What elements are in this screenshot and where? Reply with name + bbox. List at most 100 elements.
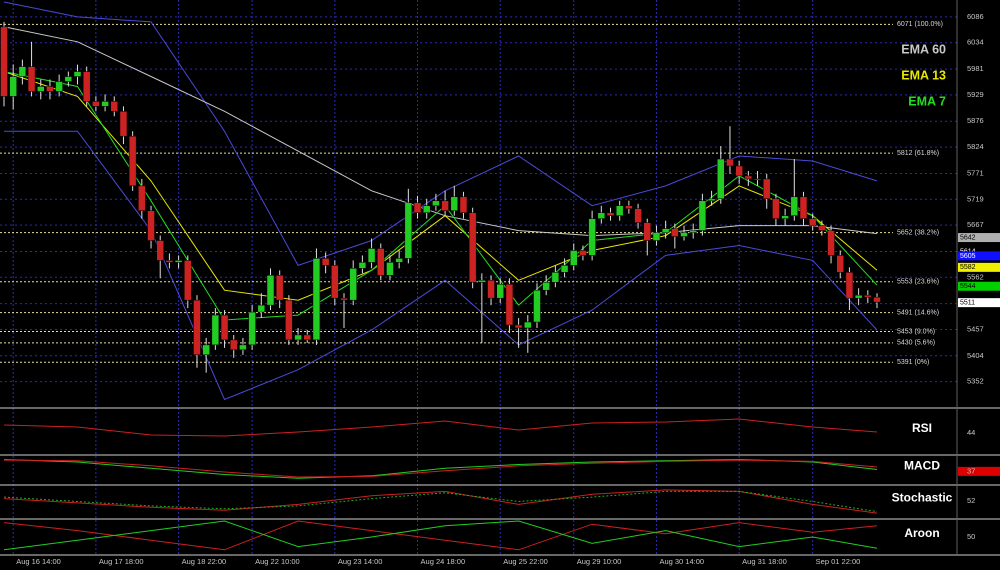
candle-body — [845, 272, 854, 299]
bollinger-band — [3, 1, 878, 267]
price-tag — [958, 281, 1000, 291]
ema-line — [3, 71, 878, 301]
candle-body — [303, 334, 312, 341]
candle-body — [524, 321, 532, 329]
x-tick-label: Sep 01 22:00 — [816, 557, 861, 566]
candle-body — [193, 299, 201, 356]
candle-body — [0, 26, 8, 97]
panel-title: MACD — [904, 459, 940, 473]
price-tag-label: 5544 — [960, 283, 976, 290]
x-tick-label: Aug 30 14:00 — [659, 557, 704, 566]
y-tick-label: 5667 — [967, 220, 984, 229]
x-tick-label: Aug 16 14:00 — [16, 557, 61, 566]
candle-body — [266, 275, 275, 306]
candle-body — [698, 200, 707, 231]
indicator-line — [3, 490, 878, 513]
candle-body — [239, 344, 247, 351]
legend-entry: EMA 60 — [901, 42, 946, 56]
fib-label: 5391 (0%) — [897, 359, 929, 366]
candle-body — [92, 101, 100, 107]
candle-body — [790, 196, 799, 216]
candle-body — [744, 175, 753, 180]
candle-body — [367, 248, 376, 263]
candle-body — [18, 66, 27, 77]
candle-body — [551, 272, 560, 283]
candle-body — [82, 71, 91, 102]
candle-body — [46, 86, 54, 92]
y-tick-label: 44 — [967, 428, 975, 437]
candle-body — [597, 212, 606, 219]
y-tick-label: 5719 — [967, 194, 984, 203]
candle-body — [505, 284, 514, 326]
y-tick-label: 5981 — [967, 64, 984, 73]
candle-body — [827, 230, 835, 256]
candle-body — [156, 240, 164, 261]
candle-body — [625, 205, 633, 209]
candle-body — [478, 280, 486, 283]
candle-body — [772, 198, 780, 219]
candle-body — [257, 304, 266, 313]
candle-body — [395, 258, 403, 263]
candle-body — [110, 101, 119, 112]
candle-body — [432, 200, 440, 206]
candle-body — [615, 205, 624, 216]
fib-label: 5430 (5.6%) — [897, 340, 935, 347]
price-tag — [958, 262, 1000, 272]
indicator-line — [3, 418, 878, 437]
candle-body — [119, 111, 128, 137]
tick-box — [958, 466, 1000, 476]
candle-body — [762, 178, 771, 200]
y-tick-label: 50 — [967, 532, 975, 541]
candle-body — [174, 260, 183, 263]
candle-body — [349, 268, 357, 301]
candle-body — [147, 210, 155, 241]
y-tick-label: 6086 — [967, 12, 984, 21]
candle-body — [294, 334, 302, 341]
candle-body — [101, 101, 109, 107]
candle-body — [229, 339, 238, 351]
candle-body — [487, 280, 495, 299]
y-tick-label: 5771 — [967, 168, 984, 177]
fib-label: 5652 (38.2%) — [897, 229, 939, 236]
candle-body — [331, 265, 339, 299]
candle-body — [165, 260, 174, 263]
candle-body — [836, 255, 844, 273]
legend-entry: EMA 7 — [908, 94, 946, 108]
candle-body — [64, 76, 73, 82]
candle-body — [37, 86, 45, 92]
candle-body — [560, 265, 569, 273]
price-tag-label: 5605 — [960, 253, 976, 260]
x-tick-label: Aug 31 18:00 — [742, 557, 787, 566]
candle-body — [643, 222, 652, 241]
panel-title: Aroon — [904, 526, 939, 540]
y-tick-label: 5876 — [967, 116, 984, 125]
candle-body — [818, 225, 826, 231]
candle-body — [533, 289, 541, 323]
x-tick-label: Aug 29 10:00 — [577, 557, 622, 566]
candle-body — [588, 218, 596, 256]
y-tick-label: 5352 — [967, 377, 984, 386]
candle-body — [138, 185, 146, 211]
candle-body — [569, 250, 578, 266]
candle-body — [211, 314, 220, 346]
candle-body — [652, 232, 661, 241]
x-tick-label: Aug 23 14:00 — [338, 557, 383, 566]
y-tick-label: 52 — [967, 496, 975, 505]
price-tag-label: 5511 — [960, 299, 975, 306]
candle-body — [726, 158, 734, 167]
x-tick-label: Aug 24 18:00 — [421, 557, 466, 566]
price-tag — [958, 298, 1000, 308]
indicator-line — [3, 520, 878, 551]
y-tick-label: 5457 — [967, 324, 984, 333]
fib-label: 5553 (23.6%) — [897, 279, 939, 286]
candle-body — [661, 228, 670, 233]
y-tick-label: 5824 — [967, 142, 984, 151]
candle-body — [220, 314, 229, 341]
fib-label: 5453 (9.0%) — [897, 328, 935, 335]
indicator-line — [3, 458, 878, 479]
y-tick-label: 5562 — [967, 272, 984, 281]
panel-title: RSI — [912, 421, 932, 435]
candle-body — [634, 208, 642, 223]
